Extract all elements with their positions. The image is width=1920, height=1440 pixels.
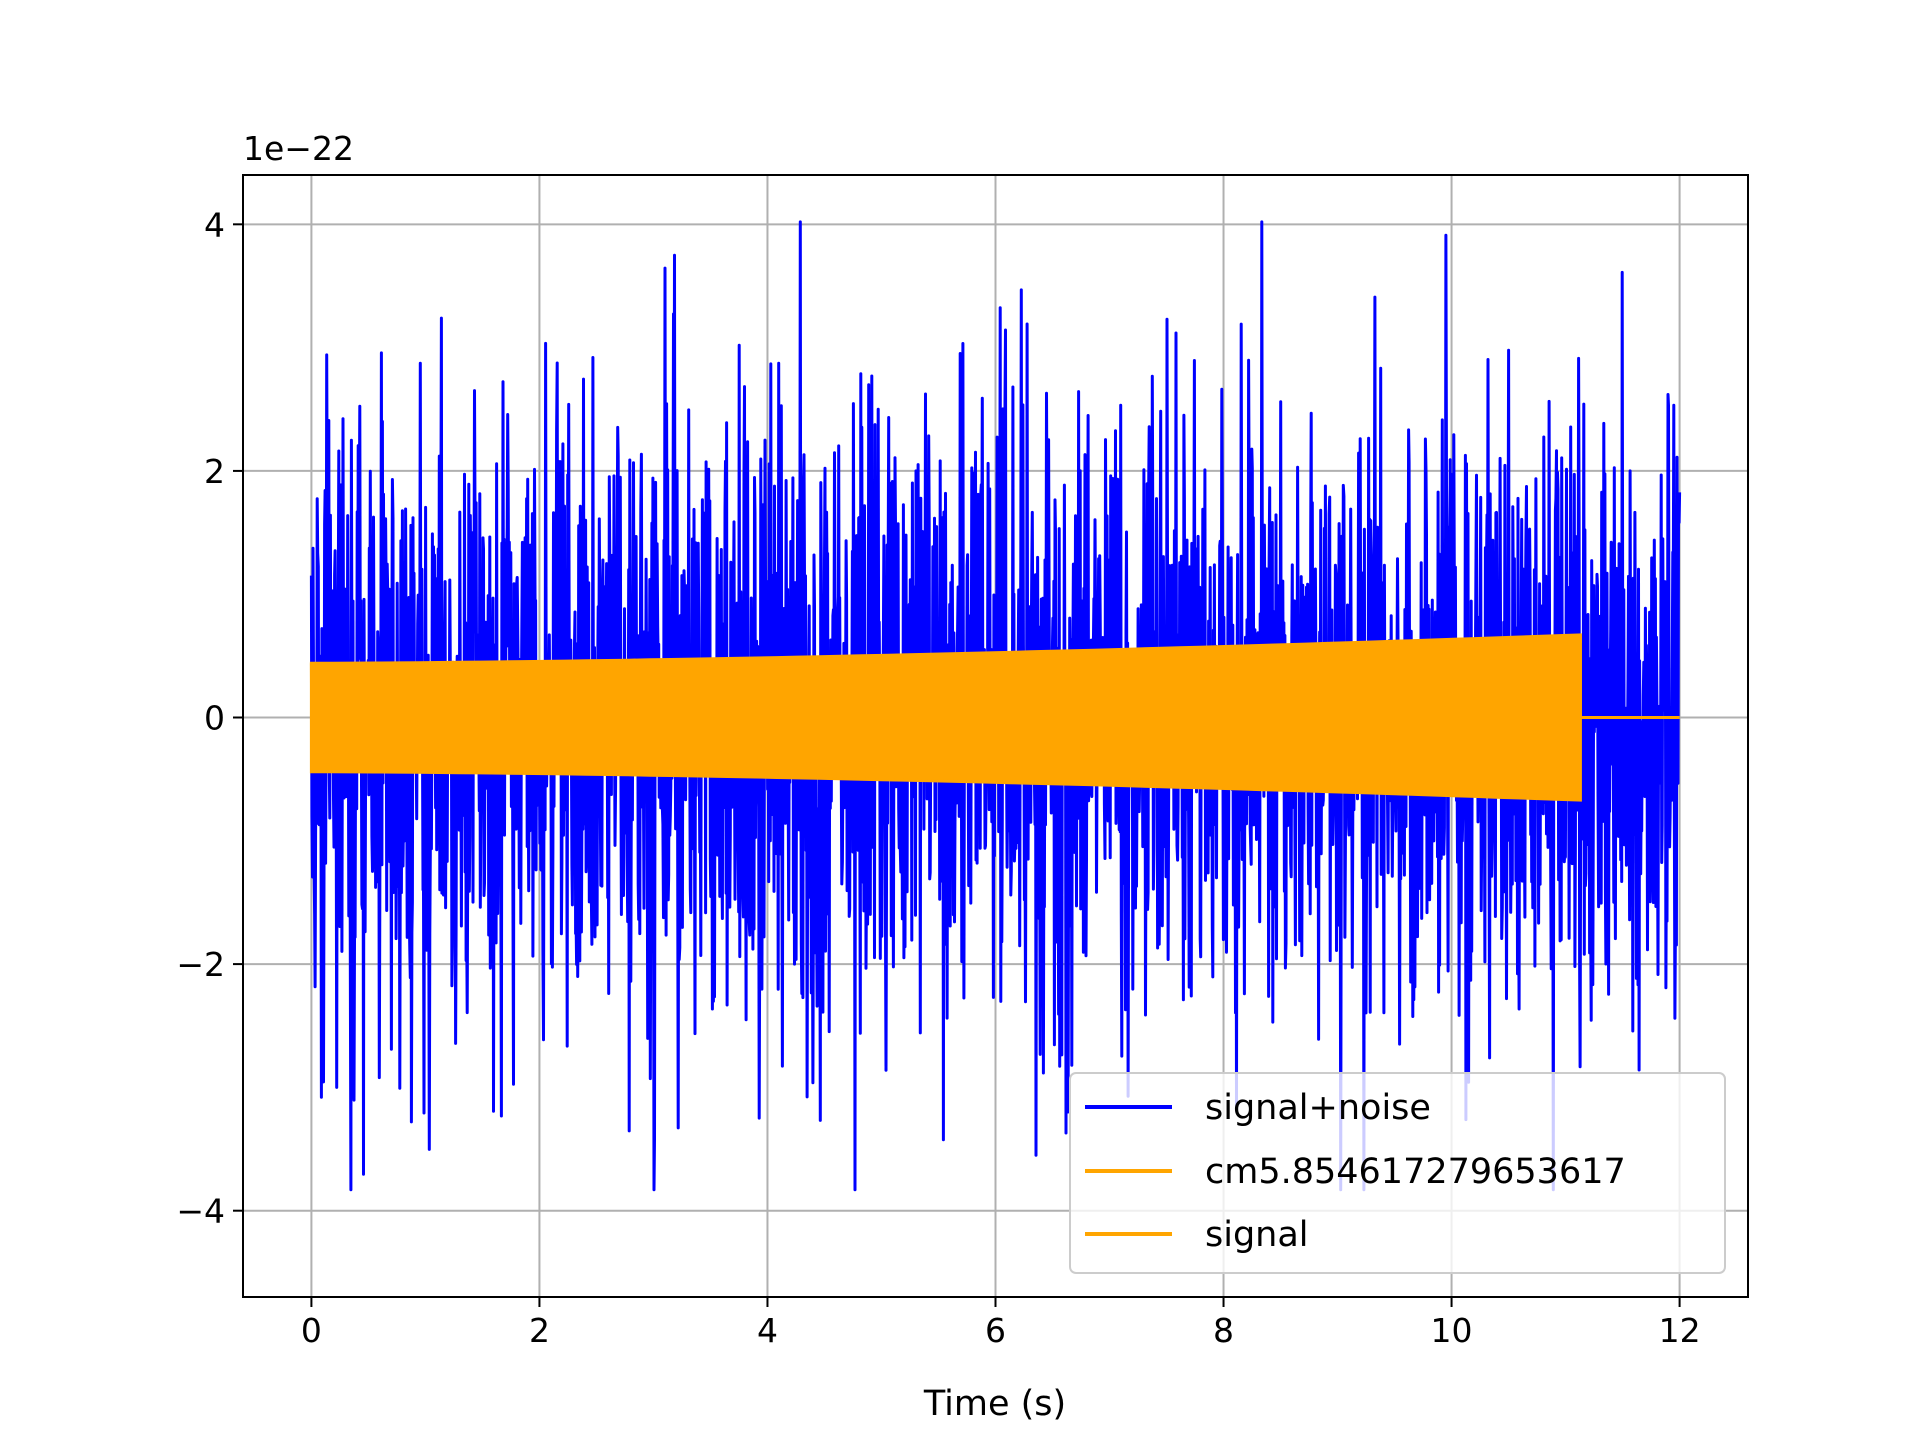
x-tick-label: 4 [757, 1311, 778, 1350]
legend-label-signal: signal [1205, 1215, 1309, 1255]
y-tick-label: −4 [176, 1192, 225, 1231]
y-offset-label: 1e−22 [243, 129, 354, 168]
x-tick-label: 0 [301, 1311, 322, 1350]
legend-box [1069, 1072, 1726, 1274]
legend-label-signal-noise: signal+noise [1205, 1088, 1431, 1128]
legend-label-cm: cm5.854617279653617 [1205, 1152, 1626, 1192]
x-tick-label: 6 [985, 1311, 1006, 1350]
y-tick-label: 2 [204, 452, 225, 491]
x-tick-label: 8 [1213, 1311, 1234, 1350]
x-tick-label: 12 [1659, 1311, 1701, 1350]
y-tick-label: −2 [176, 945, 225, 984]
y-tick-label: 0 [204, 699, 225, 738]
x-tick-label: 10 [1431, 1311, 1473, 1350]
y-tick-label: 4 [204, 205, 225, 244]
ticks: 0 2 4 6 8 10 12 −4 −2 0 2 4 [176, 205, 1700, 1350]
x-tick-label: 2 [529, 1311, 550, 1350]
series-cm-line [309, 633, 1582, 802]
legend: signal+noise cm5.854617279653617 signal [1069, 1072, 1726, 1274]
x-axis-label: Time (s) [923, 1384, 1066, 1424]
series-layer [309, 220, 1682, 1192]
